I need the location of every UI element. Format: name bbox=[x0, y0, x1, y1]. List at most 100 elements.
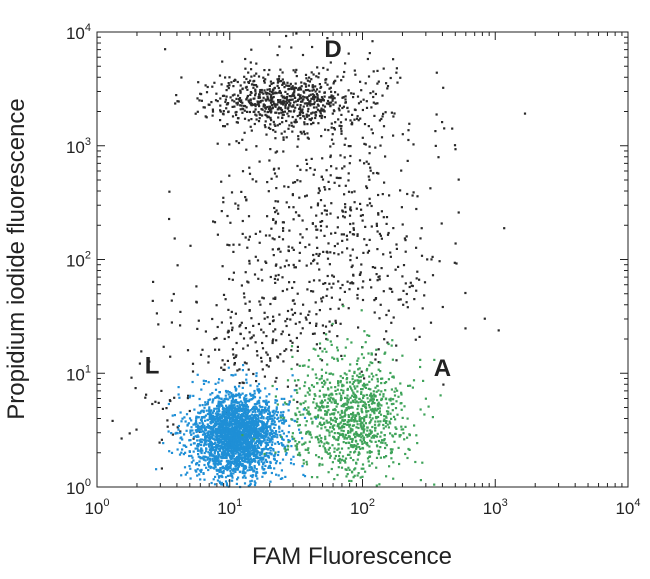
point bbox=[393, 440, 396, 443]
point bbox=[270, 420, 274, 423]
point bbox=[214, 396, 217, 399]
point bbox=[188, 396, 191, 399]
point bbox=[361, 447, 365, 450]
point bbox=[272, 449, 275, 452]
point bbox=[301, 111, 305, 114]
point bbox=[187, 422, 190, 425]
point bbox=[342, 429, 345, 433]
point bbox=[273, 86, 276, 89]
point bbox=[221, 483, 224, 486]
point bbox=[140, 350, 143, 353]
point bbox=[418, 335, 421, 338]
point bbox=[338, 427, 341, 430]
point bbox=[204, 380, 207, 383]
point bbox=[183, 433, 186, 436]
point bbox=[235, 407, 238, 410]
point bbox=[354, 418, 357, 421]
point bbox=[250, 436, 253, 439]
point bbox=[331, 426, 334, 429]
point bbox=[234, 470, 237, 473]
point bbox=[266, 416, 269, 419]
point bbox=[376, 279, 379, 282]
point bbox=[319, 409, 322, 412]
point bbox=[375, 390, 378, 393]
point bbox=[383, 439, 386, 442]
point bbox=[249, 480, 252, 483]
point bbox=[262, 76, 265, 79]
point bbox=[378, 411, 381, 414]
point bbox=[337, 176, 340, 180]
point bbox=[244, 67, 247, 70]
point bbox=[218, 74, 222, 77]
point bbox=[367, 404, 371, 407]
point bbox=[402, 303, 405, 306]
point bbox=[304, 85, 308, 88]
point bbox=[203, 424, 206, 427]
point bbox=[398, 435, 401, 438]
point bbox=[235, 440, 238, 443]
point bbox=[245, 77, 248, 81]
point bbox=[351, 248, 354, 251]
point bbox=[224, 298, 227, 301]
point bbox=[398, 434, 401, 437]
point bbox=[241, 476, 245, 479]
point bbox=[217, 413, 220, 416]
point bbox=[248, 418, 251, 421]
point bbox=[279, 477, 282, 480]
point bbox=[214, 464, 217, 467]
point bbox=[298, 111, 301, 114]
point bbox=[282, 438, 285, 441]
point bbox=[262, 471, 265, 475]
point bbox=[154, 400, 157, 403]
point bbox=[312, 279, 316, 282]
point bbox=[220, 421, 224, 424]
point bbox=[253, 74, 256, 77]
point bbox=[298, 387, 301, 390]
point bbox=[268, 105, 271, 109]
point bbox=[272, 95, 275, 99]
point bbox=[366, 457, 370, 460]
point bbox=[373, 410, 376, 413]
point bbox=[183, 416, 186, 419]
point bbox=[230, 448, 233, 451]
point bbox=[341, 403, 345, 406]
point bbox=[208, 448, 211, 451]
point bbox=[434, 130, 437, 133]
point bbox=[294, 322, 297, 325]
point bbox=[217, 417, 220, 420]
point bbox=[243, 438, 246, 441]
point bbox=[328, 421, 331, 424]
point bbox=[241, 430, 244, 433]
point bbox=[307, 406, 310, 409]
point bbox=[232, 440, 235, 443]
point bbox=[203, 463, 206, 467]
point bbox=[207, 355, 210, 358]
point bbox=[215, 420, 218, 423]
point bbox=[310, 78, 313, 81]
point bbox=[247, 238, 250, 241]
point bbox=[230, 442, 234, 445]
point bbox=[255, 145, 258, 148]
point bbox=[369, 439, 372, 442]
point bbox=[273, 455, 276, 458]
point bbox=[192, 432, 195, 435]
point bbox=[214, 459, 217, 462]
point bbox=[281, 116, 284, 119]
point bbox=[204, 442, 207, 446]
point bbox=[315, 92, 318, 96]
point bbox=[320, 423, 323, 426]
point bbox=[311, 85, 314, 88]
point bbox=[268, 159, 271, 162]
point bbox=[388, 398, 391, 401]
point bbox=[303, 133, 306, 136]
point bbox=[416, 442, 419, 445]
point bbox=[314, 85, 317, 88]
point bbox=[214, 348, 217, 351]
point bbox=[327, 180, 330, 183]
point bbox=[270, 471, 273, 475]
point bbox=[256, 455, 259, 458]
point bbox=[329, 454, 332, 457]
point bbox=[269, 357, 272, 360]
point bbox=[285, 348, 288, 351]
point bbox=[252, 103, 255, 106]
